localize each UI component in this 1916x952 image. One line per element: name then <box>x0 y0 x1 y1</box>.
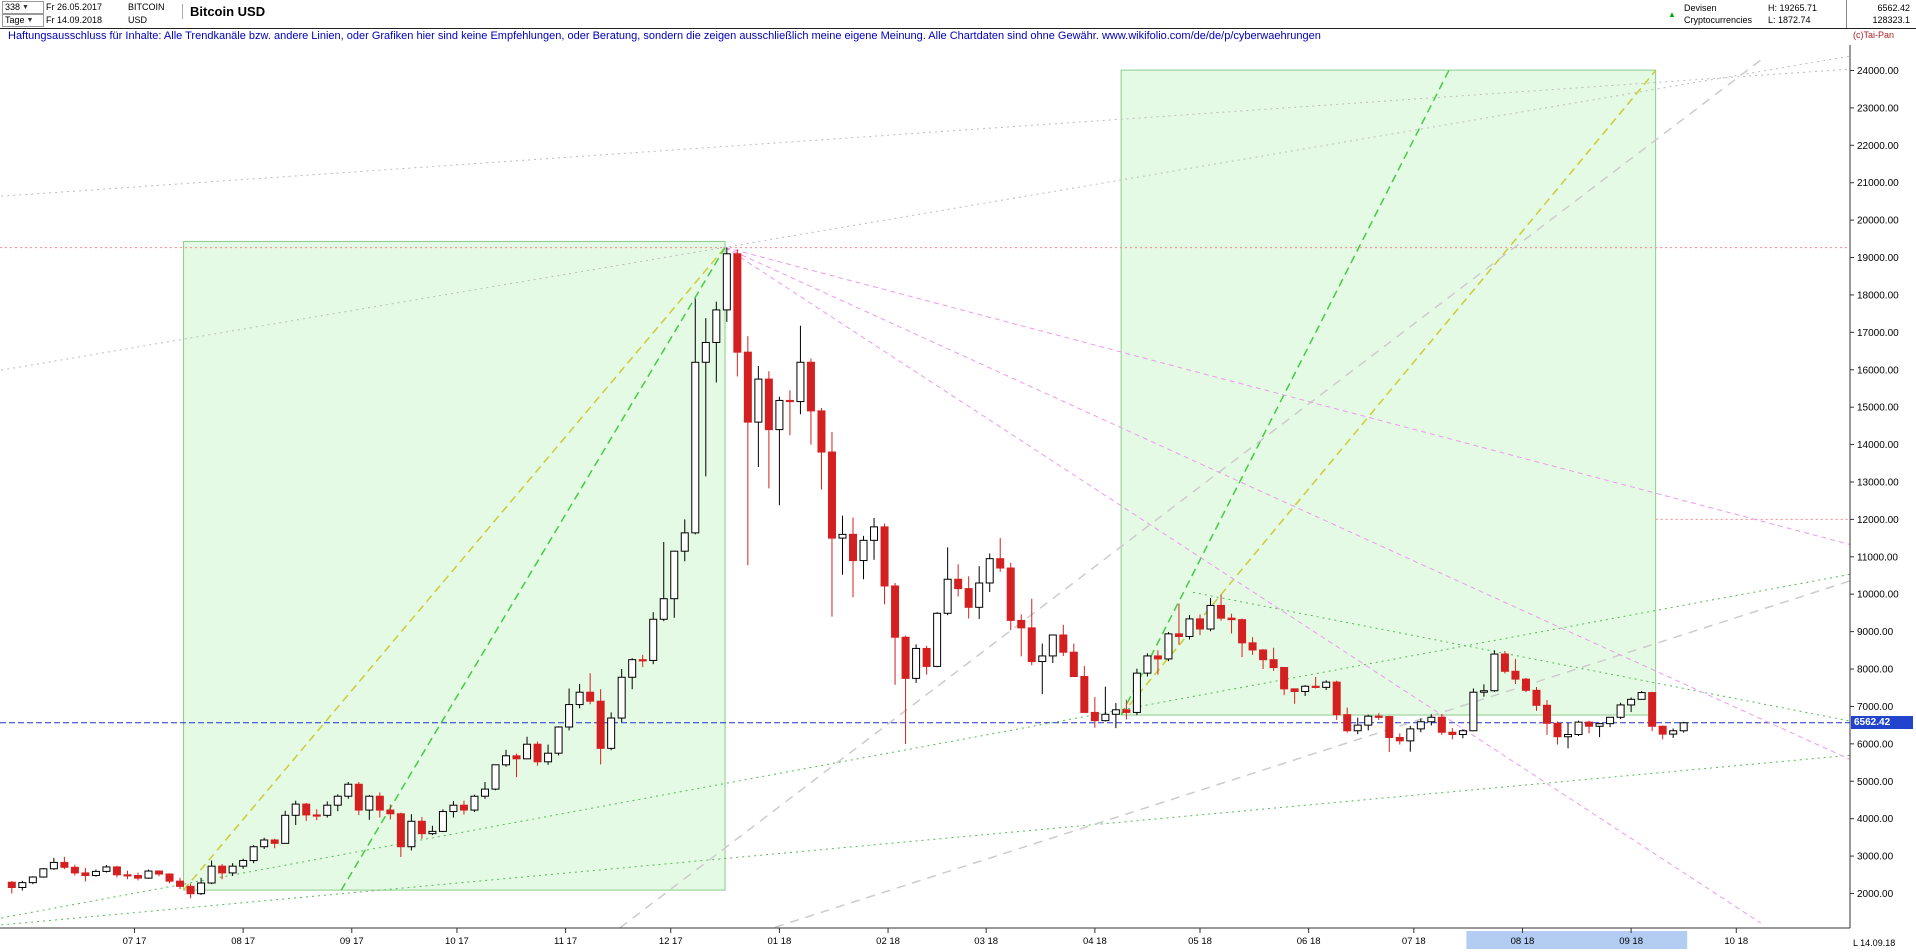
fan-pink-steep <box>724 247 1762 924</box>
period-value: Tage <box>5 15 25 25</box>
svg-text:04 18: 04 18 <box>1083 936 1107 947</box>
trend-yellow-2017 <box>182 246 726 891</box>
date-from-field[interactable]: Fr 26.05.2017 <box>46 2 103 12</box>
svg-text:20000.00: 20000.00 <box>1857 216 1899 227</box>
svg-text:22000.00: 22000.00 <box>1857 141 1899 152</box>
volume-value: 128323.1 <box>1872 15 1910 25</box>
svg-text:10 18: 10 18 <box>1724 936 1748 947</box>
disclaimer-text: Haftungsausschluss für Inhalte: Alle Tre… <box>8 30 1321 42</box>
svg-text:01 18: 01 18 <box>768 936 792 947</box>
svg-text:07 18: 07 18 <box>1402 936 1426 947</box>
support-dotted-long <box>1 754 1850 926</box>
divider <box>1846 0 1847 28</box>
copyright-label: (c)Tai-Pan <box>1853 30 1895 40</box>
svg-text:5000.00: 5000.00 <box>1857 777 1894 788</box>
svg-text:13000.00: 13000.00 <box>1857 477 1899 488</box>
trend-boxes-layer <box>183 69 1657 891</box>
svg-text:03 18: 03 18 <box>974 936 998 947</box>
chart-title: Bitcoin USD <box>182 4 265 19</box>
date-to-field[interactable]: Fr 14.09.2018 <box>46 15 103 25</box>
svg-text:19000.00: 19000.00 <box>1857 253 1899 264</box>
svg-text:24000.00: 24000.00 <box>1857 66 1899 77</box>
svg-text:07 17: 07 17 <box>123 936 147 947</box>
bar-count-dropdown[interactable]: 338 ▼ <box>2 1 44 14</box>
high-label: H: 19265.71 <box>1768 3 1818 13</box>
currency-label: USD <box>128 15 148 25</box>
svg-text:8000.00: 8000.00 <box>1857 665 1894 676</box>
bar-count-value: 338 <box>5 2 21 12</box>
svg-text:14000.00: 14000.00 <box>1857 440 1899 451</box>
svg-text:12000.00: 12000.00 <box>1857 515 1899 526</box>
support-dotted-steep <box>1 573 1850 919</box>
svg-text:23000.00: 23000.00 <box>1857 103 1899 114</box>
chevron-down-icon: ▼ <box>26 17 34 24</box>
up-arrow-icon: ▲ <box>1668 10 1676 19</box>
svg-text:06 18: 06 18 <box>1297 936 1321 947</box>
high-low-info: H: 19265.71 L: 1872.74 <box>1768 2 1817 26</box>
gray-dotted-peak <box>1 55 1850 371</box>
market-info: Devisen Cryptocurrencies <box>1684 2 1752 26</box>
svg-text:7000.00: 7000.00 <box>1857 702 1894 713</box>
trend-box-2017 <box>183 240 726 891</box>
trend-green-2018 <box>1120 70 1450 716</box>
low-label: L: 1872.74 <box>1768 15 1811 25</box>
svg-text:09 18: 09 18 <box>1619 936 1643 947</box>
svg-text:21000.00: 21000.00 <box>1857 178 1899 189</box>
svg-text:02 18: 02 18 <box>876 936 900 947</box>
resistance-dotted-desc <box>1192 591 1850 722</box>
svg-text:9000.00: 9000.00 <box>1857 627 1894 638</box>
trend-yellow-2018 <box>1120 70 1657 716</box>
candles-layer <box>7 247 1688 899</box>
chart-header: 338 ▼ Fr 26.05.2017 BITCOIN Tage ▼ Fr 14… <box>0 0 1916 29</box>
svg-text:11000.00: 11000.00 <box>1857 552 1898 563</box>
svg-text:05 18: 05 18 <box>1188 936 1212 947</box>
svg-text:18000.00: 18000.00 <box>1857 290 1899 301</box>
symbol-label: BITCOIN <box>128 2 165 12</box>
last-price-info: 6562.42 128323.1 <box>1872 2 1910 26</box>
svg-text:08 18: 08 18 <box>1511 936 1535 947</box>
axes-layer: 2000.00 3000.00 4000.00 5000.00 6000.00 7000.… <box>0 45 1899 949</box>
svg-text:15000.00: 15000.00 <box>1857 403 1899 414</box>
market-label: Devisen <box>1684 3 1717 13</box>
chevron-down-icon: ▼ <box>22 4 29 11</box>
last-price-value: 6562.42 <box>1877 3 1910 13</box>
category-label: Cryptocurrencies <box>1684 15 1753 25</box>
svg-text:4000.00: 4000.00 <box>1857 814 1894 825</box>
svg-text:17000.00: 17000.00 <box>1857 328 1899 339</box>
last-date-label: L 14.09.18 <box>1853 938 1896 948</box>
svg-text:10 17: 10 17 <box>445 936 469 947</box>
gray-dashed-lower <box>770 580 1850 928</box>
last-price-tag: 6562.42 <box>1851 716 1913 730</box>
svg-text:12 17: 12 17 <box>659 936 683 947</box>
svg-text:09 17: 09 17 <box>340 936 364 947</box>
period-dropdown[interactable]: Tage ▼ <box>2 14 44 27</box>
trendlines-layer <box>0 55 1850 928</box>
svg-text:11 17: 11 17 <box>554 936 577 947</box>
svg-text:16000.00: 16000.00 <box>1857 365 1899 376</box>
svg-text:08 17: 08 17 <box>231 936 255 947</box>
svg-text:2000.00: 2000.00 <box>1857 889 1894 900</box>
svg-text:6000.00: 6000.00 <box>1857 739 1894 750</box>
svg-text:10000.00: 10000.00 <box>1857 590 1899 601</box>
svg-text:3000.00: 3000.00 <box>1857 852 1894 863</box>
trend-green-2017 <box>340 247 726 891</box>
